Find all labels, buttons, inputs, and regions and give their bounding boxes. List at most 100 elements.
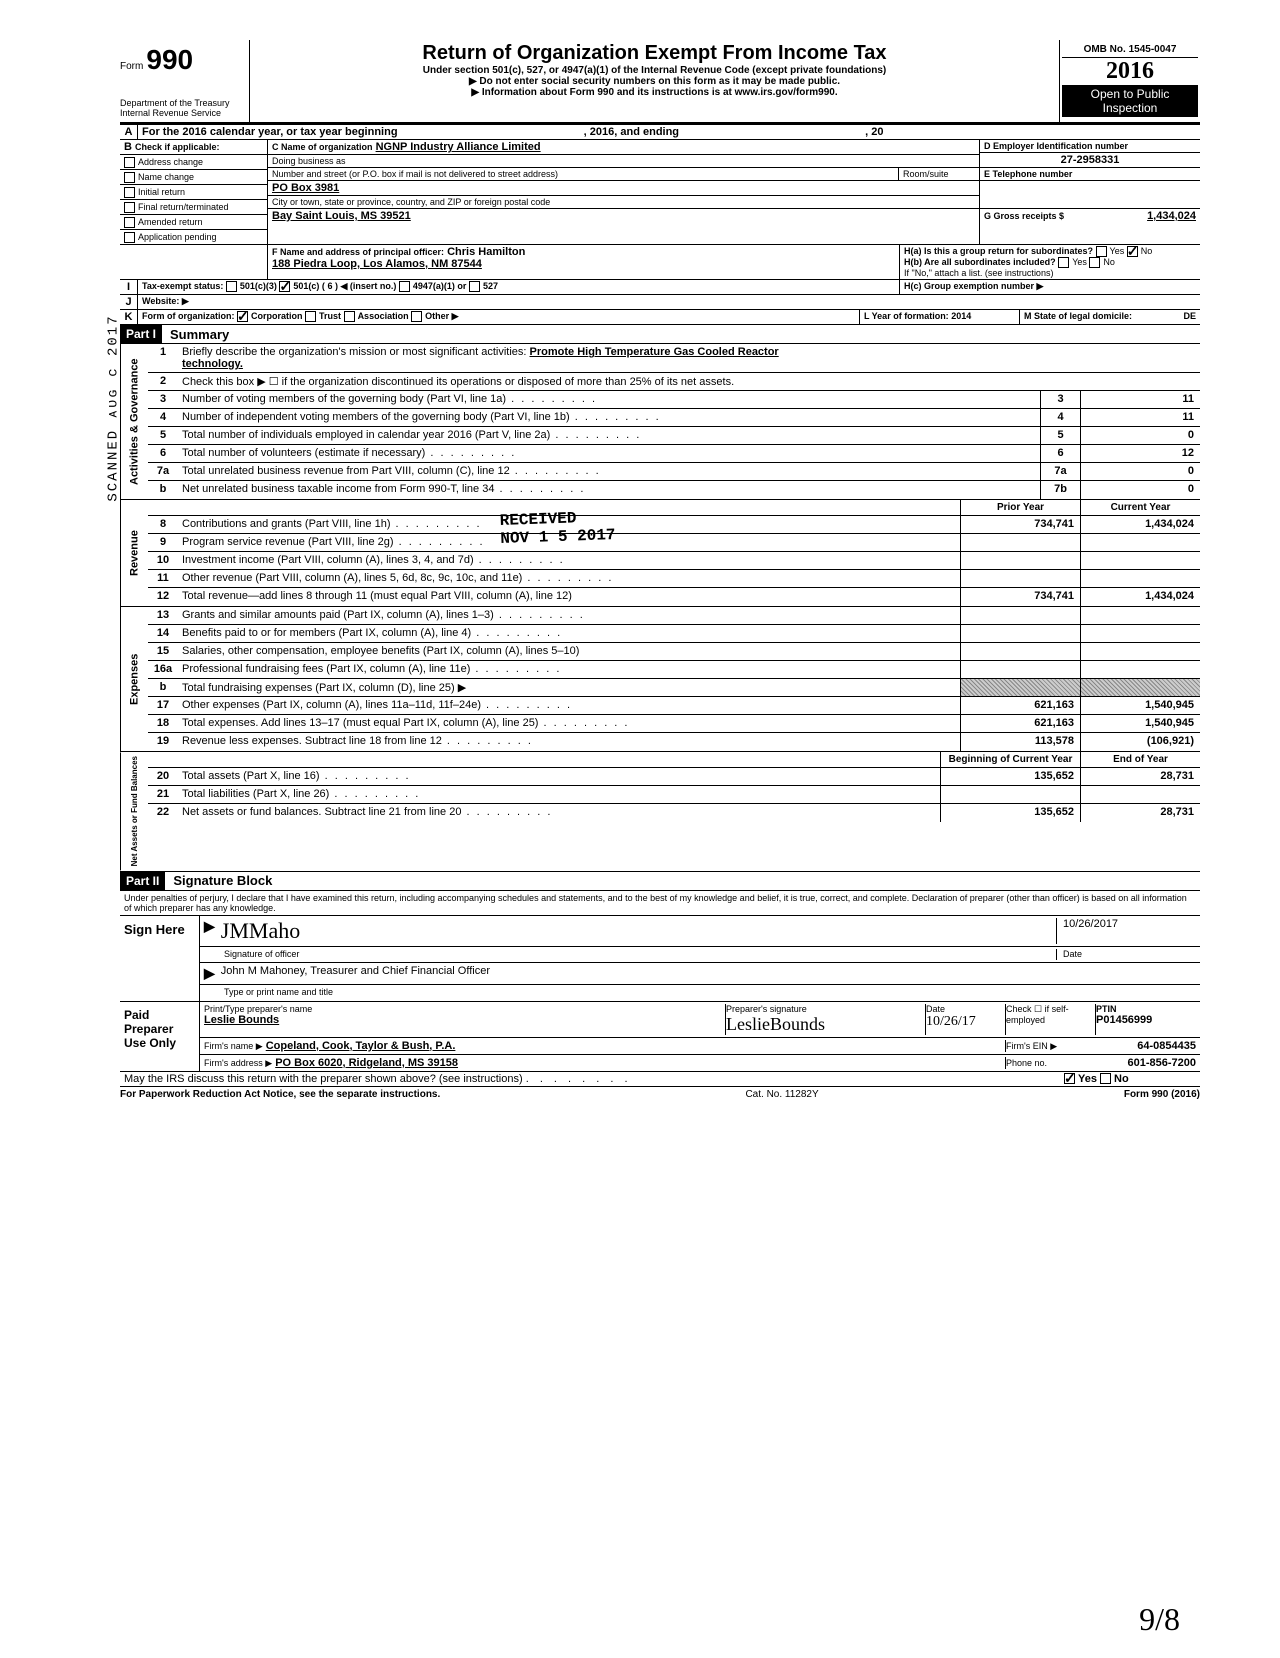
- label-k: K: [120, 310, 138, 324]
- ln-1: 1: [148, 344, 178, 372]
- l12-curr: 1,434,024: [1080, 588, 1200, 606]
- ln-15: 15: [148, 643, 178, 660]
- opt-4947: 4947(a)(1) or: [413, 281, 467, 291]
- checkbox-ha-yes[interactable]: [1096, 246, 1107, 257]
- open-public-2: Inspection: [1103, 101, 1158, 115]
- checkbox-discuss-yes[interactable]: [1064, 1073, 1075, 1084]
- l7b-num: 7b: [1040, 481, 1080, 499]
- date-label: Date: [1056, 949, 1196, 960]
- checkbox-trust[interactable]: [305, 311, 316, 322]
- ln-10: 10: [148, 552, 178, 569]
- officer-addr: 188 Piedra Loop, Los Alamos, NM 87544: [272, 258, 482, 270]
- checkbox-assoc[interactable]: [344, 311, 355, 322]
- l4-num: 4: [1040, 409, 1080, 426]
- checkbox-other[interactable]: [411, 311, 422, 322]
- handwritten-note: 9/8: [1139, 1601, 1180, 1638]
- firm-ein: 64-0854435: [1137, 1040, 1196, 1052]
- omb-number: OMB No. 1545-0047: [1062, 42, 1198, 58]
- label-e: E Telephone number: [980, 168, 1200, 181]
- ln-14: 14: [148, 625, 178, 642]
- checkbox-final-return[interactable]: [124, 202, 135, 213]
- label-m: M State of legal domicile:: [1024, 311, 1132, 321]
- ln-17: 17: [148, 697, 178, 714]
- room-label: Room/suite: [899, 168, 979, 180]
- opt-527: 527: [483, 281, 498, 291]
- l20-curr: 28,731: [1080, 768, 1200, 785]
- opt-insert: ) ◀ (insert no.): [335, 281, 396, 291]
- arrow-icon: ▶: [204, 918, 215, 944]
- l7b-text: Net unrelated business taxable income fr…: [178, 481, 1040, 499]
- l2-text: Check this box ▶ ☐ if the organization d…: [178, 373, 1200, 390]
- footer-left: For Paperwork Reduction Act Notice, see …: [120, 1089, 440, 1100]
- checkbox-501c[interactable]: [279, 281, 290, 292]
- ln-18: 18: [148, 715, 178, 732]
- opt-trust: Trust: [319, 311, 341, 321]
- l6-val: 12: [1080, 445, 1200, 462]
- eoy-hdr: End of Year: [1080, 752, 1200, 767]
- opt-assoc: Association: [358, 311, 409, 321]
- form-org-label: Form of organization:: [142, 311, 235, 321]
- part1-header: Part I: [120, 325, 162, 343]
- addr-label: Number and street (or P.O. box if mail i…: [268, 168, 899, 180]
- checkbox-hb-yes[interactable]: [1058, 257, 1069, 268]
- checkbox-initial-return[interactable]: [124, 187, 135, 198]
- checkbox-ha-no[interactable]: [1127, 246, 1138, 257]
- l22-prior: 135,652: [940, 804, 1080, 822]
- dept-line1: Department of the Treasury: [120, 98, 241, 108]
- ln-12: 12: [148, 588, 178, 606]
- checkbox-501c3[interactable]: [226, 281, 237, 292]
- form-info: ▶ Information about Form 990 and its ins…: [256, 87, 1053, 98]
- l3-num: 3: [1040, 391, 1080, 408]
- l20-prior: 135,652: [940, 768, 1080, 785]
- hb-no: No: [1103, 257, 1115, 267]
- ln-22: 22: [148, 804, 178, 822]
- opt-other: Other ▶: [425, 311, 458, 321]
- l1-mission2: technology.: [182, 358, 243, 370]
- ln-11: 11: [148, 570, 178, 587]
- group-governance: Activities & Governance: [120, 344, 148, 499]
- officer-signature: JMMaho: [221, 918, 1056, 944]
- form-subtitle: Under section 501(c), 527, or 4947(a)(1)…: [256, 65, 1053, 76]
- gross-receipts: 1,434,024: [1147, 210, 1196, 222]
- sig-of-officer: Signature of officer: [224, 949, 1056, 960]
- l19-text: Revenue less expenses. Subtract line 18 …: [178, 733, 960, 751]
- checkbox-hb-no[interactable]: [1089, 257, 1100, 268]
- domicile: DE: [1183, 311, 1196, 321]
- ln-7b: b: [148, 481, 178, 499]
- ln-20: 20: [148, 768, 178, 785]
- year-formation: 2014: [951, 311, 971, 321]
- l7a-text: Total unrelated business revenue from Pa…: [178, 463, 1040, 480]
- checkbox-address-change[interactable]: [124, 157, 135, 168]
- ln-21: 21: [148, 786, 178, 803]
- ln-6: 6: [148, 445, 178, 462]
- l12-text: Total revenue—add lines 8 through 11 (mu…: [178, 588, 960, 606]
- dept-line2: Internal Revenue Service: [120, 108, 241, 118]
- ptin-label: PTIN: [1096, 1004, 1196, 1014]
- firm-name: Copeland, Cook, Taylor & Bush, P.A.: [266, 1040, 456, 1052]
- po-box: PO Box 3981: [268, 181, 979, 196]
- l17-prior: 621,163: [960, 697, 1080, 714]
- ln-16b: b: [148, 679, 178, 696]
- checkbox-527[interactable]: [469, 281, 480, 292]
- ln-2: 2: [148, 373, 178, 390]
- checkbox-corp[interactable]: [237, 311, 248, 322]
- checkbox-4947[interactable]: [399, 281, 410, 292]
- boy-hdr: Beginning of Current Year: [940, 752, 1080, 767]
- checkbox-amended[interactable]: [124, 217, 135, 228]
- check-applicable: Check if applicable:: [135, 142, 220, 152]
- l10-text: Investment income (Part VIII, column (A)…: [178, 552, 960, 569]
- checkbox-application-pending[interactable]: [124, 232, 135, 243]
- checkbox-name-change[interactable]: [124, 172, 135, 183]
- opt-501c: 501(c) (: [293, 281, 325, 291]
- opt-final-return: Final return/terminated: [138, 202, 229, 212]
- opt-address-change: Address change: [138, 157, 203, 167]
- ha-no: No: [1141, 246, 1153, 256]
- l19-prior: 113,578: [960, 733, 1080, 751]
- ptin-value: P01456999: [1096, 1014, 1196, 1026]
- l5-text: Total number of individuals employed in …: [178, 427, 1040, 444]
- part1-title: Summary: [162, 327, 229, 342]
- firm-name-label: Firm's name ▶: [204, 1041, 263, 1051]
- checkbox-discuss-no[interactable]: [1100, 1073, 1111, 1084]
- tax-exempt-label: Tax-exempt status:: [142, 281, 223, 291]
- tax-year: 2016: [1062, 58, 1198, 85]
